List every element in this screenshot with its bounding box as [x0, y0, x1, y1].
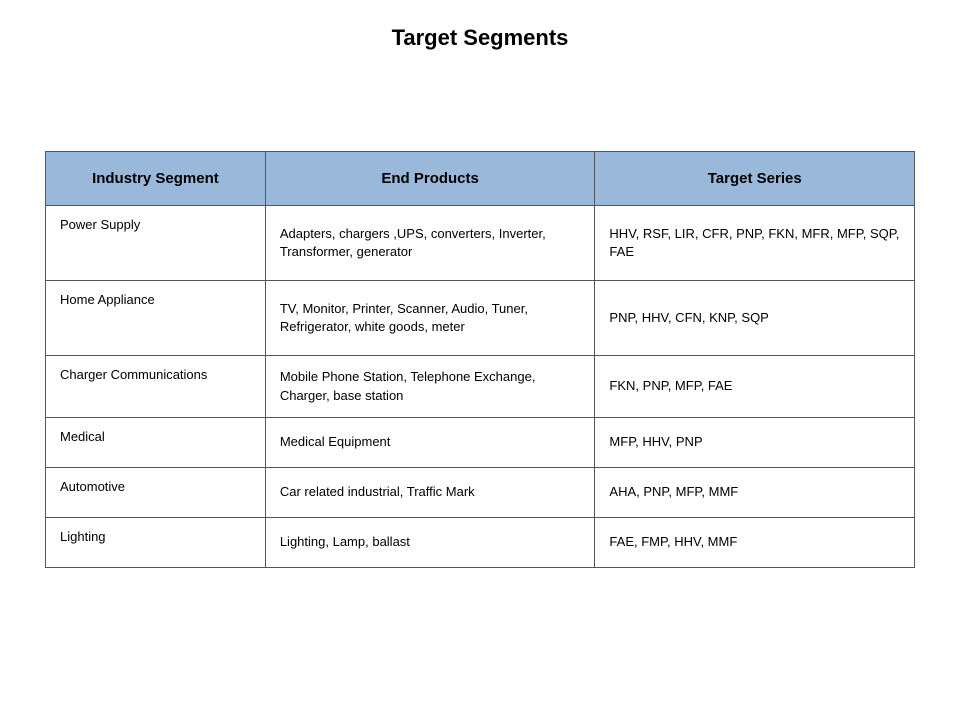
- page-title: Target Segments: [40, 25, 920, 51]
- table-body: Power SupplyAdapters, chargers ,UPS, con…: [46, 206, 915, 568]
- cell-products: TV, Monitor, Printer, Scanner, Audio, Tu…: [265, 281, 595, 356]
- table-header-segment: Industry Segment: [46, 152, 266, 206]
- cell-segment: Home Appliance: [46, 281, 266, 356]
- cell-segment: Lighting: [46, 518, 266, 568]
- cell-series: FKN, PNP, MFP, FAE: [595, 356, 915, 418]
- cell-products: Car related industrial, Traffic Mark: [265, 468, 595, 518]
- cell-segment: Medical: [46, 418, 266, 468]
- table-row: Charger CommunicationsMobile Phone Stati…: [46, 356, 915, 418]
- table-header-row: Industry Segment End Products Target Ser…: [46, 152, 915, 206]
- table-header-series: Target Series: [595, 152, 915, 206]
- cell-segment: Power Supply: [46, 206, 266, 281]
- table-row: AutomotiveCar related industrial, Traffi…: [46, 468, 915, 518]
- cell-series: HHV, RSF, LIR, CFR, PNP, FKN, MFR, MFP, …: [595, 206, 915, 281]
- cell-products: Mobile Phone Station, Telephone Exchange…: [265, 356, 595, 418]
- cell-segment: Automotive: [46, 468, 266, 518]
- table-row: LightingLighting, Lamp, ballastFAE, FMP,…: [46, 518, 915, 568]
- table-header-products: End Products: [265, 152, 595, 206]
- table-row: Power SupplyAdapters, chargers ,UPS, con…: [46, 206, 915, 281]
- cell-series: PNP, HHV, CFN, KNP, SQP: [595, 281, 915, 356]
- cell-products: Medical Equipment: [265, 418, 595, 468]
- cell-series: FAE, FMP, HHV, MMF: [595, 518, 915, 568]
- cell-series: AHA, PNP, MFP, MMF: [595, 468, 915, 518]
- table-row: MedicalMedical EquipmentMFP, HHV, PNP: [46, 418, 915, 468]
- cell-series: MFP, HHV, PNP: [595, 418, 915, 468]
- cell-products: Lighting, Lamp, ballast: [265, 518, 595, 568]
- segments-table: Industry Segment End Products Target Ser…: [45, 151, 915, 568]
- cell-segment: Charger Communications: [46, 356, 266, 418]
- table-row: Home ApplianceTV, Monitor, Printer, Scan…: [46, 281, 915, 356]
- cell-products: Adapters, chargers ,UPS, converters, Inv…: [265, 206, 595, 281]
